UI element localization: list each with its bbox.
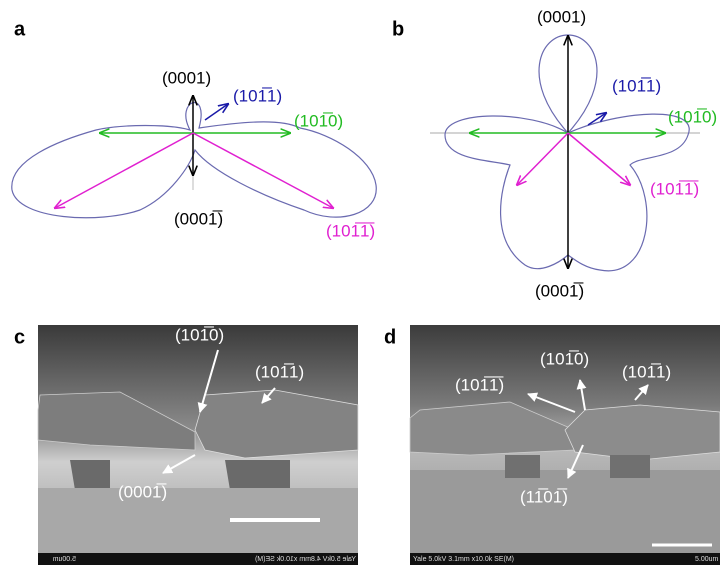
substrate: [410, 470, 720, 553]
label-10-1-1: (101̅1̅): [326, 221, 375, 240]
sem-scale: 5.00um: [695, 556, 719, 563]
label-000-1: (0001̅): [174, 209, 223, 228]
label-0001: (0001): [537, 7, 586, 26]
panel-label: b: [392, 18, 404, 40]
label-1010: (101̅0): [668, 107, 717, 126]
arrow: [205, 104, 228, 120]
panel-label: d: [384, 326, 396, 348]
label-000-1: (0001̅): [118, 482, 167, 501]
label-10-1-1: (101̅1̅): [455, 375, 504, 394]
figure: a (0001) (101̅1) (101̅0) (0001̅) (101̅1̅…: [0, 0, 720, 565]
label-1-101: (11̅01̅): [520, 487, 568, 506]
panel-label: a: [14, 18, 26, 40]
label-1011: (101̅1): [622, 362, 671, 381]
label-1011: (101̅1): [255, 362, 304, 381]
panel-b: b (0001) (101̅1) (101̅0) (101̅1̅) (0001̅…: [392, 7, 717, 300]
label-1011: (101̅1): [233, 86, 282, 105]
panel-label: c: [14, 326, 25, 348]
sem-info: Yale 5.0kV 4.8mm x10.0k SE(M): [255, 556, 356, 563]
panel-c: c Yale 5.0kV 4.8mm x10.0k SE(M) 5.00um (…: [14, 325, 358, 565]
label-10-1-1: (101̅1̅): [650, 179, 699, 198]
arrow: [55, 133, 193, 208]
sem-info: Yale 5.0kV 3.1mm x10.0k SE(M): [413, 556, 514, 563]
label-1011: (101̅1): [612, 76, 661, 95]
label-1010: (101̅0): [175, 325, 224, 344]
sem-scale: 5.00um: [52, 556, 76, 563]
label-000-1: (0001̅): [535, 281, 584, 300]
panel-d: d Yale 5.0kV 3.1mm x10.0k SE(M) 5.00um (…: [384, 325, 720, 565]
arrow: [517, 133, 568, 185]
arrow: [193, 133, 333, 208]
panel-a: a (0001) (101̅1) (101̅0) (0001̅) (101̅1̅…: [12, 18, 376, 240]
arrow: [568, 133, 630, 185]
label-1010: (101̅0): [540, 349, 589, 368]
label-1010: (101̅0): [294, 111, 343, 130]
crystal: [195, 390, 358, 458]
crystal: [565, 405, 720, 460]
label-0001: (0001): [162, 68, 211, 87]
polar-curve: [445, 35, 689, 271]
